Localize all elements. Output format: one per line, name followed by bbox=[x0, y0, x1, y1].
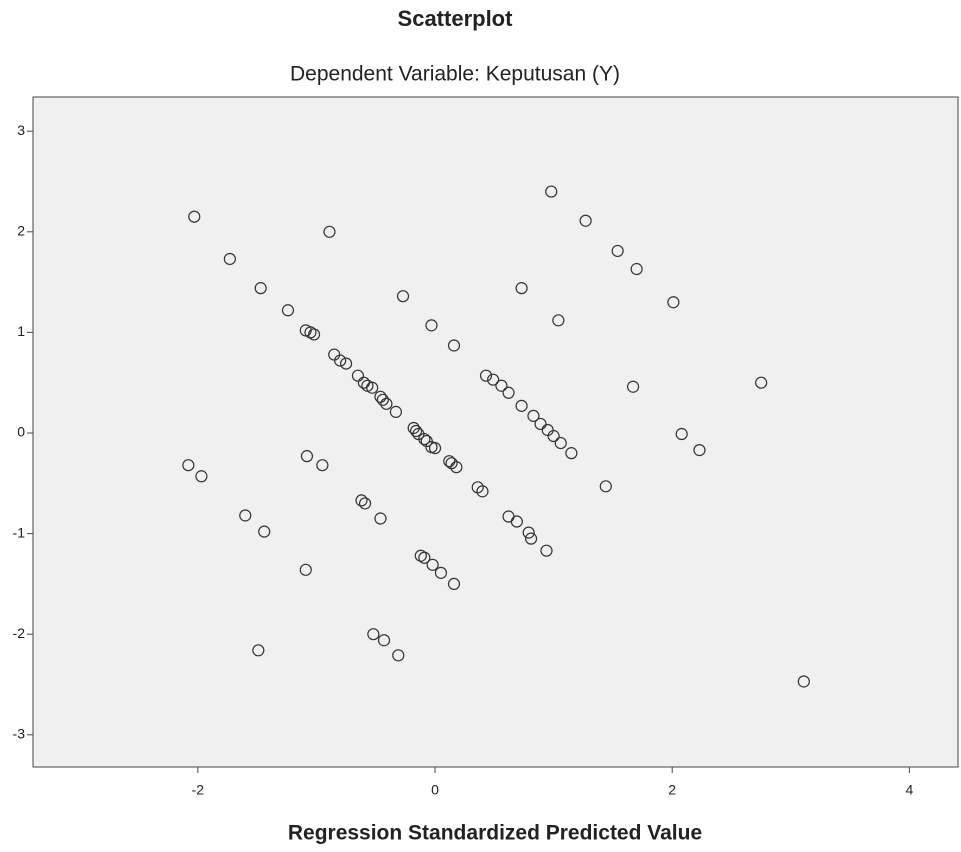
point bbox=[358, 497, 372, 510]
chart-title: Scatterplot bbox=[398, 6, 514, 31]
point bbox=[693, 444, 706, 457]
point bbox=[502, 386, 515, 399]
point bbox=[409, 424, 423, 438]
point bbox=[258, 525, 271, 538]
point bbox=[380, 397, 393, 410]
point bbox=[418, 432, 431, 446]
point bbox=[626, 380, 640, 393]
point bbox=[374, 390, 387, 403]
point bbox=[565, 447, 578, 460]
point bbox=[355, 494, 368, 507]
point bbox=[425, 319, 438, 332]
point bbox=[510, 515, 523, 528]
point bbox=[487, 373, 500, 386]
point bbox=[675, 427, 688, 441]
x-tick-label: 4 bbox=[905, 782, 913, 798]
point bbox=[223, 252, 236, 266]
point bbox=[545, 185, 558, 198]
point bbox=[611, 244, 624, 258]
point bbox=[428, 441, 442, 455]
point bbox=[195, 470, 208, 483]
point bbox=[554, 436, 567, 450]
point bbox=[479, 369, 493, 382]
point bbox=[522, 526, 535, 539]
point bbox=[252, 644, 265, 657]
point bbox=[239, 509, 252, 522]
point bbox=[376, 393, 389, 406]
point bbox=[426, 558, 439, 571]
point bbox=[450, 461, 463, 474]
point bbox=[307, 328, 321, 341]
point bbox=[579, 214, 592, 227]
point bbox=[334, 354, 347, 367]
chart-subtitle: Dependent Variable: Keputusan (Y) bbox=[290, 63, 620, 86]
y-tick-label: -3 bbox=[13, 726, 26, 742]
point bbox=[281, 304, 295, 317]
point bbox=[392, 649, 405, 662]
point bbox=[418, 551, 431, 564]
point bbox=[254, 282, 267, 295]
point bbox=[447, 577, 461, 591]
x-tick-label: 0 bbox=[431, 782, 439, 798]
y-tick-label: 3 bbox=[17, 122, 25, 138]
y-tick-label: 2 bbox=[17, 223, 25, 239]
point bbox=[667, 296, 680, 309]
point bbox=[367, 628, 380, 641]
point bbox=[299, 563, 312, 576]
point bbox=[527, 409, 540, 423]
point bbox=[552, 314, 565, 327]
point bbox=[755, 376, 768, 389]
point bbox=[374, 512, 387, 525]
point bbox=[540, 544, 553, 557]
point bbox=[515, 399, 528, 412]
point bbox=[316, 459, 329, 472]
point bbox=[534, 417, 547, 431]
point bbox=[377, 634, 391, 647]
point bbox=[434, 566, 448, 579]
point bbox=[300, 450, 314, 463]
point bbox=[182, 459, 195, 472]
point bbox=[447, 339, 461, 352]
y-tick-label: -2 bbox=[13, 625, 26, 641]
point bbox=[323, 225, 336, 238]
x-axis-label: Regression Standardized Predicted Value bbox=[288, 822, 702, 845]
point bbox=[351, 369, 365, 382]
point bbox=[599, 480, 612, 493]
plot-area bbox=[32, 96, 959, 768]
x-tick-label: 2 bbox=[668, 782, 676, 798]
point bbox=[524, 532, 538, 545]
point bbox=[389, 405, 402, 418]
point bbox=[366, 381, 379, 394]
point bbox=[547, 429, 560, 443]
point bbox=[476, 485, 489, 498]
point bbox=[630, 262, 643, 276]
point bbox=[188, 210, 201, 223]
point bbox=[396, 290, 410, 303]
y-tick-label: 0 bbox=[17, 424, 25, 440]
y-tick-label: -1 bbox=[13, 524, 26, 540]
y-tick-label: 1 bbox=[17, 323, 25, 339]
point bbox=[797, 675, 810, 688]
point bbox=[495, 379, 508, 392]
point bbox=[443, 455, 456, 468]
point bbox=[515, 282, 528, 295]
point bbox=[339, 357, 353, 370]
x-tick-label: -2 bbox=[192, 782, 205, 798]
